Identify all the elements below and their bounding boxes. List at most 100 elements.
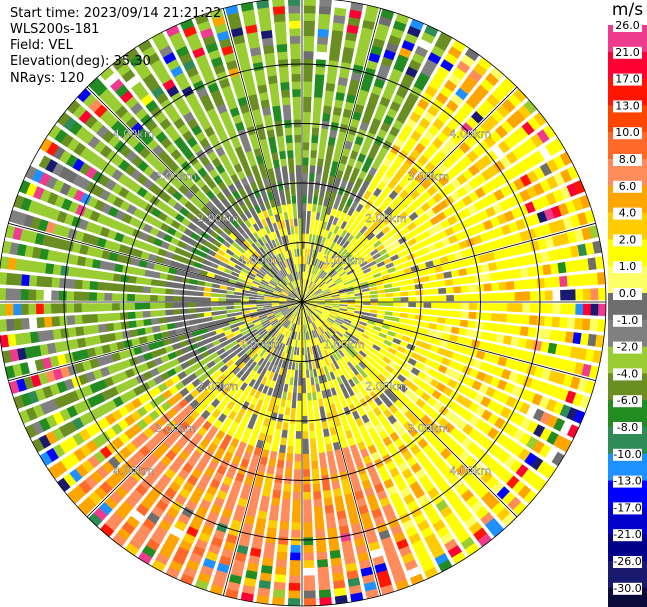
radar-gate: [448, 152, 460, 164]
radar-gate: [317, 260, 323, 268]
radar-gate: [355, 254, 364, 262]
radar-gate: [491, 88, 506, 102]
radar-gate: [304, 347, 308, 356]
radar-gate: [183, 566, 197, 579]
radar-gate: [465, 377, 476, 388]
radar-gate: [326, 279, 334, 286]
radar-gate: [486, 229, 498, 240]
radar-gate: [222, 160, 233, 170]
radar-gate: [58, 424, 71, 438]
radar-gate: [500, 421, 513, 434]
radar-gate: [283, 268, 288, 276]
radar-gate: [275, 28, 287, 38]
radar-gate: [589, 272, 599, 286]
radar-gate: [218, 515, 231, 526]
radar-gate: [283, 328, 288, 336]
radar-gate: [187, 302, 196, 308]
radar-gate: [277, 51, 288, 60]
radar-gate: [463, 337, 473, 347]
radar-gate: [529, 213, 541, 226]
radar-gate: [296, 347, 300, 356]
radar-gate: [310, 453, 318, 462]
radar-gate: [381, 324, 391, 330]
radar-gate: [459, 276, 469, 285]
radar-gate: [533, 225, 545, 238]
radar-gate: [436, 461, 449, 473]
radar-gate: [465, 329, 475, 338]
radar-gate: [216, 128, 227, 139]
radar-gate: [204, 254, 214, 262]
radar-gate: [311, 361, 316, 370]
radar-gate: [39, 451, 53, 467]
radar-gate: [304, 324, 307, 333]
radar-gate: [446, 253, 457, 262]
radar-gate: [304, 279, 307, 288]
radar-gate: [481, 491, 495, 505]
radar-gate: [223, 268, 233, 275]
radar-gate: [174, 247, 184, 255]
radar-gate: [118, 350, 129, 360]
radar-gate: [420, 202, 431, 212]
radar-gate: [272, 222, 279, 231]
radar-gate: [77, 501, 92, 516]
radar-gate: [338, 288, 347, 292]
radar-gate: [468, 164, 480, 176]
radar-gate: [385, 133, 397, 144]
radar-gate: [421, 321, 430, 329]
radar-gate: [406, 278, 415, 285]
radar-gate: [206, 414, 217, 425]
radar-gate: [219, 483, 231, 494]
radar-gate: [216, 235, 225, 244]
radar-gate: [337, 329, 346, 336]
radar-gate: [312, 338, 316, 347]
radar-gate: [197, 426, 208, 437]
radar-gate: [295, 298, 302, 302]
radar-gate: [204, 342, 214, 350]
radar-gate: [316, 293, 324, 298]
radar-gate: [260, 281, 268, 287]
radar-gate: [333, 7, 347, 17]
radar-gate: [368, 427, 378, 438]
radar-gate: [347, 577, 361, 588]
radar-gate: [242, 111, 252, 121]
radar-gate: [295, 233, 299, 242]
radar-gate: [216, 360, 225, 369]
radar-gate: [235, 379, 244, 388]
radar-gate: [242, 584, 256, 595]
radar-gate: [254, 275, 263, 282]
radar-gate: [339, 295, 348, 298]
radar-gate: [306, 316, 311, 324]
radar-gate: [299, 278, 302, 287]
radar-gate: [379, 360, 388, 369]
radar-gate: [315, 336, 321, 345]
colorbar-label: 4.0: [619, 207, 637, 220]
radar-gate: [177, 355, 187, 364]
radar-gate: [410, 332, 420, 339]
radar-gate: [262, 264, 270, 272]
radar-gate: [420, 526, 434, 539]
radar-gate: [333, 587, 347, 597]
radar-gate: [275, 341, 282, 350]
radar-gate: [0, 303, 6, 317]
radar-gate: [398, 359, 408, 368]
radar-gate: [151, 31, 166, 45]
radar-gate: [310, 338, 314, 347]
radar-gate: [344, 101, 354, 111]
radar-gate: [491, 303, 500, 312]
radar-gate: [103, 216, 114, 228]
radar-gate: [29, 331, 39, 344]
radar-gate: [321, 286, 330, 292]
radar-gate: [291, 400, 297, 409]
radar-gate: [401, 261, 411, 269]
radar-gate: [373, 217, 383, 227]
radar-gate: [536, 381, 548, 394]
radar-gate: [280, 398, 286, 408]
radar-gate: [532, 182, 545, 196]
radar-gate: [373, 483, 385, 494]
radar-gate: [317, 437, 324, 446]
radar-gate: [329, 354, 336, 363]
radar-gate: [458, 268, 468, 277]
radar-gate: [359, 336, 368, 344]
radar-gate: [232, 81, 244, 92]
radar-gate: [225, 203, 235, 213]
